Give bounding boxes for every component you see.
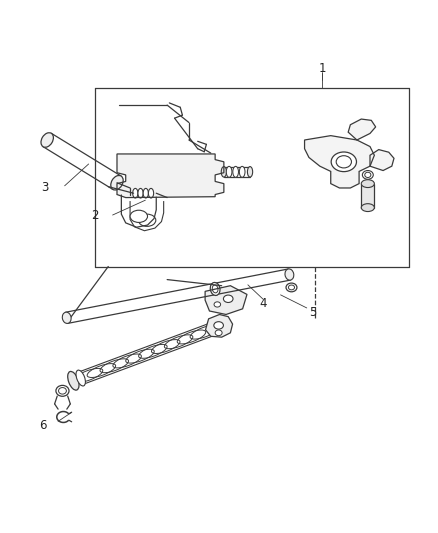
- Ellipse shape: [62, 312, 71, 324]
- Ellipse shape: [288, 285, 294, 290]
- Ellipse shape: [138, 189, 143, 198]
- Polygon shape: [304, 135, 374, 188]
- Ellipse shape: [247, 167, 252, 177]
- Ellipse shape: [286, 283, 296, 292]
- Text: 4: 4: [259, 297, 266, 310]
- Ellipse shape: [223, 295, 233, 303]
- Ellipse shape: [143, 189, 148, 198]
- Ellipse shape: [361, 171, 372, 179]
- Ellipse shape: [41, 133, 53, 147]
- Ellipse shape: [360, 180, 374, 188]
- Polygon shape: [360, 183, 374, 208]
- Text: 6: 6: [39, 419, 46, 432]
- Ellipse shape: [58, 387, 66, 394]
- Text: 5: 5: [309, 306, 316, 319]
- Ellipse shape: [76, 370, 85, 386]
- Ellipse shape: [148, 189, 153, 198]
- Ellipse shape: [221, 167, 226, 177]
- Ellipse shape: [132, 189, 138, 198]
- Ellipse shape: [284, 269, 293, 280]
- Polygon shape: [205, 286, 247, 314]
- Ellipse shape: [239, 166, 244, 177]
- Ellipse shape: [130, 210, 147, 222]
- Ellipse shape: [214, 302, 220, 307]
- Text: 1: 1: [318, 61, 325, 75]
- Polygon shape: [347, 119, 375, 140]
- Ellipse shape: [210, 282, 219, 295]
- Ellipse shape: [110, 175, 123, 190]
- Text: 3: 3: [41, 181, 49, 195]
- Polygon shape: [205, 314, 232, 337]
- Polygon shape: [369, 150, 393, 171]
- Ellipse shape: [232, 166, 238, 177]
- Ellipse shape: [226, 166, 231, 177]
- Ellipse shape: [215, 330, 222, 336]
- Ellipse shape: [360, 204, 374, 212]
- Ellipse shape: [336, 156, 351, 168]
- Ellipse shape: [330, 152, 356, 172]
- Ellipse shape: [56, 385, 69, 396]
- Ellipse shape: [213, 322, 223, 329]
- Ellipse shape: [364, 172, 370, 177]
- Ellipse shape: [212, 285, 218, 293]
- Text: 2: 2: [91, 208, 99, 222]
- Ellipse shape: [67, 372, 79, 390]
- Polygon shape: [117, 154, 223, 198]
